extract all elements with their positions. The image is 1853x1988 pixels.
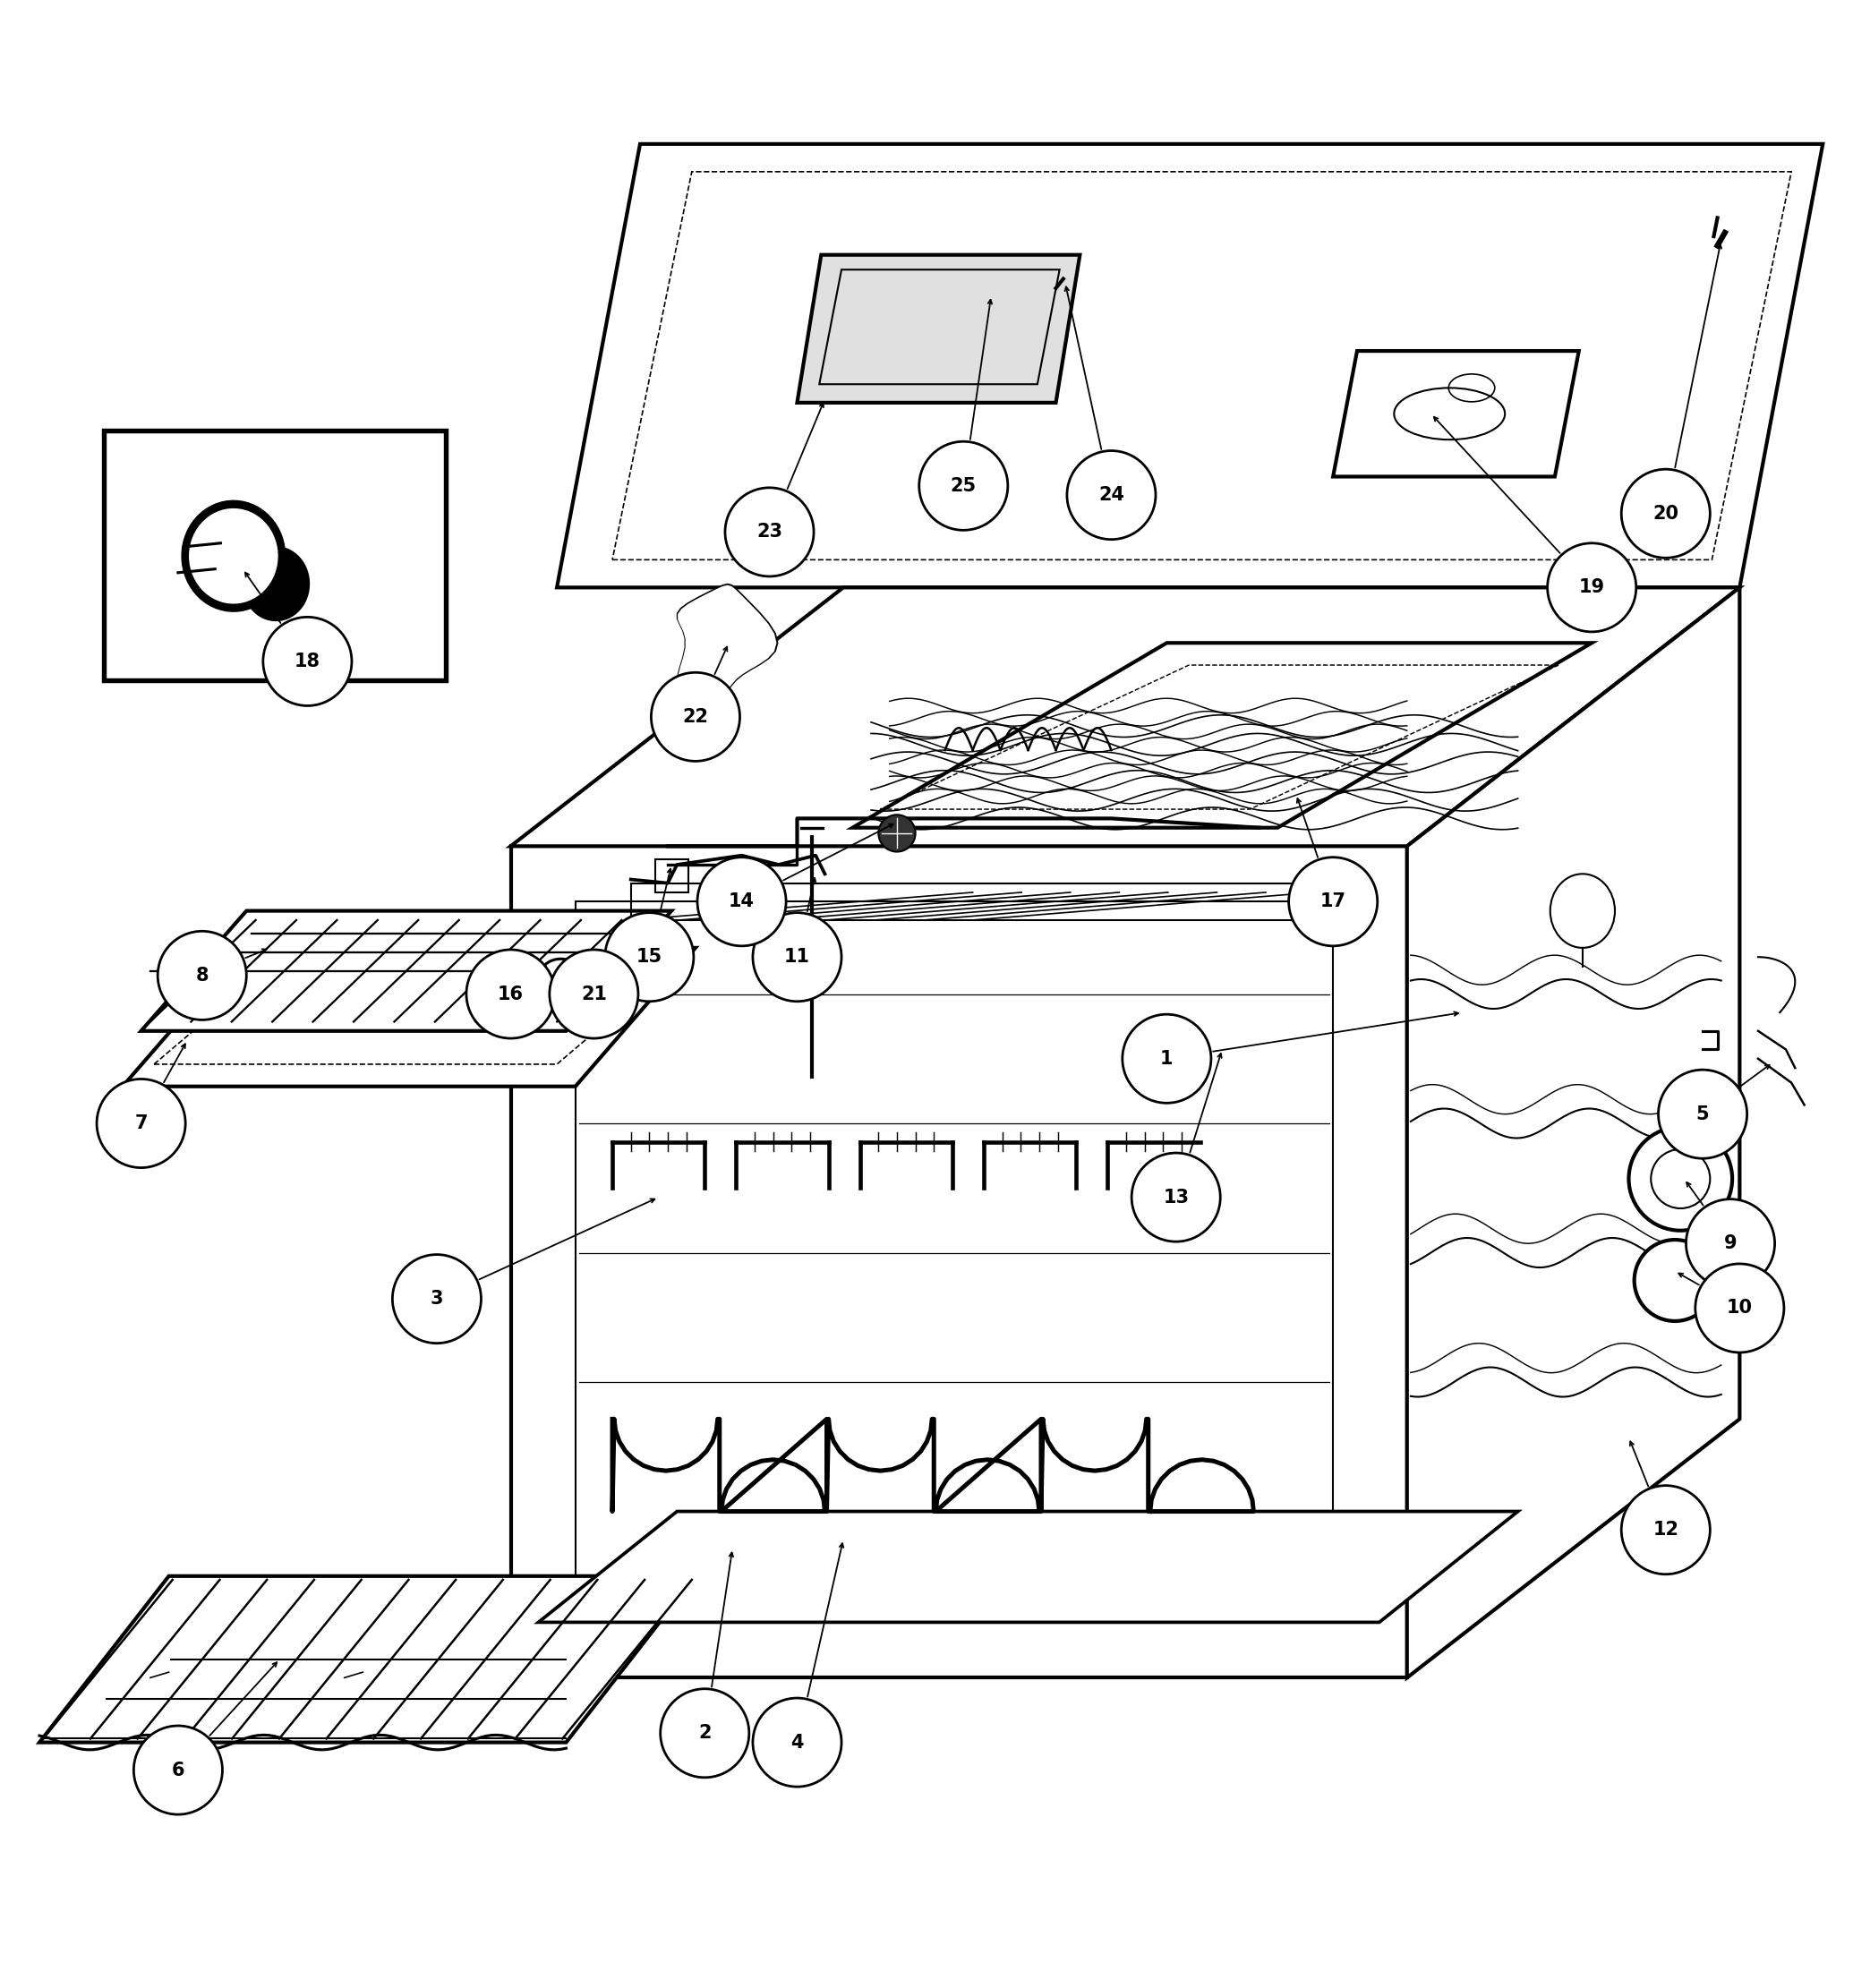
Ellipse shape	[541, 958, 582, 992]
Circle shape	[133, 1726, 222, 1815]
Circle shape	[1288, 857, 1377, 946]
Text: 20: 20	[1653, 505, 1679, 523]
Text: 18: 18	[295, 652, 321, 670]
Circle shape	[725, 487, 813, 577]
Circle shape	[158, 930, 246, 1020]
Text: 14: 14	[728, 893, 754, 911]
Ellipse shape	[1551, 875, 1616, 948]
Polygon shape	[122, 948, 695, 1085]
Circle shape	[660, 1688, 749, 1777]
Circle shape	[1067, 451, 1156, 539]
Polygon shape	[1406, 588, 1740, 1678]
Circle shape	[1132, 1153, 1221, 1242]
Text: 21: 21	[580, 984, 606, 1004]
Circle shape	[1629, 1127, 1733, 1231]
Polygon shape	[797, 254, 1080, 404]
Bar	[104, 429, 447, 680]
Circle shape	[878, 815, 915, 851]
Text: 4: 4	[791, 1734, 804, 1751]
Circle shape	[697, 857, 786, 946]
Circle shape	[96, 1079, 185, 1167]
Circle shape	[263, 616, 352, 706]
Text: 2: 2	[699, 1724, 712, 1741]
Circle shape	[650, 672, 739, 761]
Circle shape	[393, 1254, 482, 1344]
Circle shape	[1621, 469, 1710, 559]
Polygon shape	[243, 547, 309, 620]
Text: 17: 17	[1319, 893, 1345, 911]
Text: 24: 24	[1099, 487, 1125, 505]
Text: 12: 12	[1653, 1521, 1679, 1539]
Ellipse shape	[604, 958, 641, 984]
Circle shape	[550, 950, 637, 1038]
Polygon shape	[39, 1576, 695, 1741]
Text: 23: 23	[756, 523, 782, 541]
Circle shape	[467, 950, 556, 1038]
Text: 25: 25	[951, 477, 977, 495]
Polygon shape	[182, 501, 285, 612]
Text: 8: 8	[196, 966, 209, 984]
Text: 3: 3	[430, 1290, 443, 1308]
Polygon shape	[511, 588, 1740, 847]
Polygon shape	[511, 847, 1406, 1678]
Circle shape	[752, 912, 841, 1002]
Polygon shape	[678, 586, 776, 700]
Text: 19: 19	[1579, 579, 1605, 596]
Text: 15: 15	[636, 948, 662, 966]
Circle shape	[1695, 1264, 1784, 1352]
Polygon shape	[852, 642, 1592, 827]
Circle shape	[1658, 1070, 1747, 1159]
Circle shape	[919, 441, 1008, 531]
Circle shape	[1621, 1485, 1710, 1574]
Polygon shape	[558, 143, 1823, 588]
Bar	[654, 859, 687, 893]
Polygon shape	[141, 911, 671, 1032]
Polygon shape	[539, 1511, 1518, 1622]
Circle shape	[1547, 543, 1636, 632]
Text: 5: 5	[1695, 1105, 1708, 1123]
Text: 11: 11	[784, 948, 810, 966]
Circle shape	[752, 1698, 841, 1787]
Polygon shape	[1332, 352, 1579, 477]
Text: 13: 13	[1164, 1189, 1190, 1207]
Text: 10: 10	[1727, 1300, 1753, 1318]
Circle shape	[1634, 1241, 1716, 1322]
Polygon shape	[676, 584, 778, 702]
Circle shape	[604, 912, 693, 1002]
Circle shape	[1686, 1199, 1775, 1288]
Text: 7: 7	[135, 1115, 148, 1133]
Polygon shape	[189, 509, 278, 602]
Text: 6: 6	[172, 1761, 185, 1779]
Text: 9: 9	[1723, 1235, 1736, 1252]
Text: 16: 16	[498, 984, 524, 1004]
Text: 1: 1	[1160, 1050, 1173, 1068]
Circle shape	[1123, 1014, 1212, 1103]
Text: 22: 22	[682, 708, 708, 726]
